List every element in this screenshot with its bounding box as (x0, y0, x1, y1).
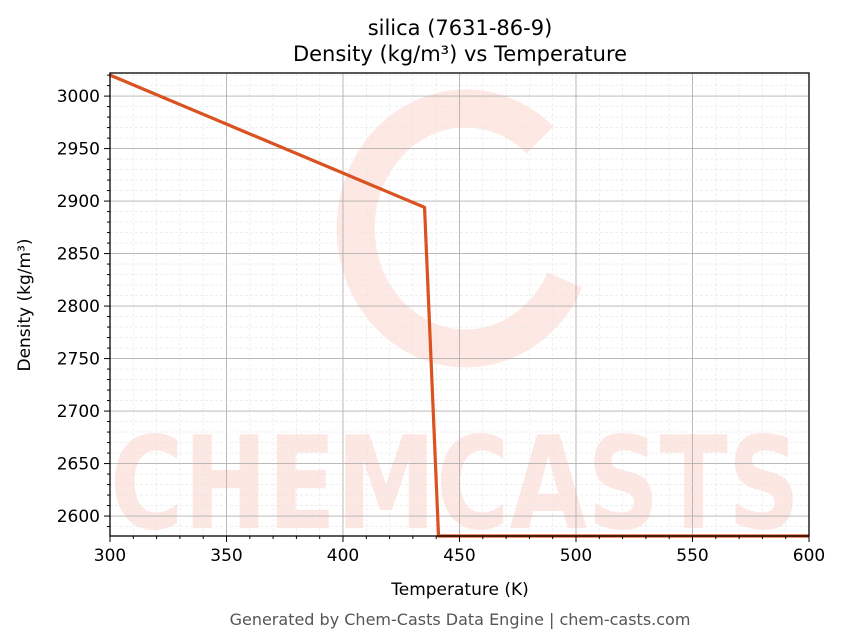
chart-subtitle: Density (kg/m³) vs Temperature (293, 42, 627, 66)
y-tick-label: 2800 (57, 297, 100, 317)
y-axis-label: Density (kg/m³) (15, 238, 35, 371)
y-tick-label: 2900 (57, 192, 100, 212)
x-tick-label: 300 (94, 546, 126, 566)
x-tick-label: 450 (443, 546, 475, 566)
y-tick-label: 2650 (57, 455, 100, 475)
y-tick-label: 2850 (57, 245, 100, 265)
y-tick-label: 3000 (57, 87, 100, 107)
x-tick-label: 500 (560, 546, 592, 566)
x-tick-label: 400 (327, 546, 359, 566)
y-tick-label: 2750 (57, 350, 100, 370)
chemcasts-watermark: CHEMCASTS (110, 89, 800, 559)
chart-title: silica (7631-86-9) (368, 16, 553, 40)
x-tick-label: 550 (676, 546, 708, 566)
y-tick-label: 2950 (57, 140, 100, 160)
footer-credit: Generated by Chem-Casts Data Engine | ch… (230, 610, 691, 629)
x-axis-label: Temperature (K) (390, 580, 529, 600)
y-tick-label: 2600 (57, 507, 100, 527)
x-tick-label: 350 (210, 546, 242, 566)
x-tick-label: 600 (793, 546, 825, 566)
y-tick-label: 2700 (57, 402, 100, 422)
